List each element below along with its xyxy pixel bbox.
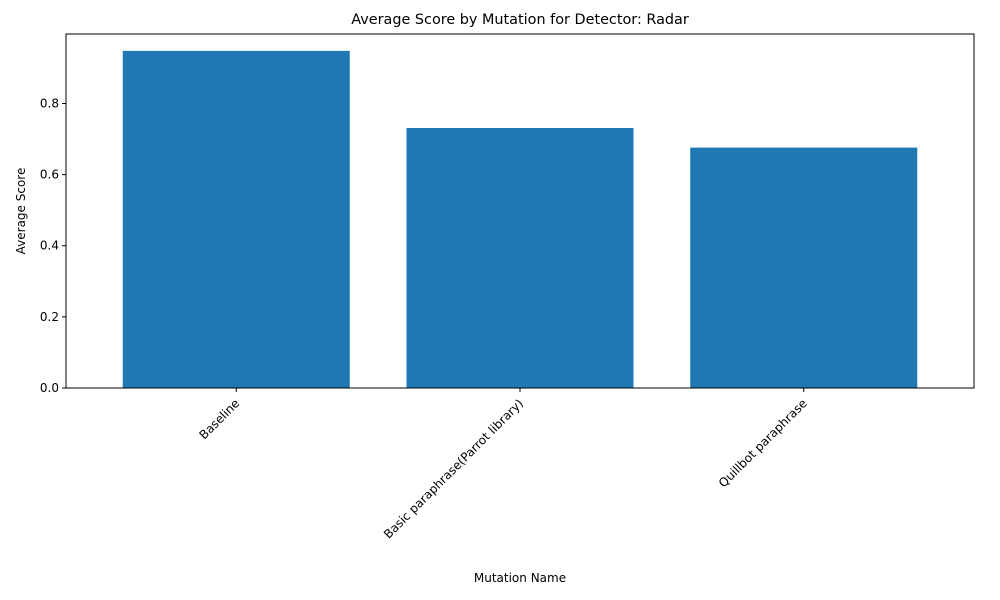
bar-quillbot-paraphrase: [690, 147, 918, 388]
x-tick-label: Basic paraphrase(Parrot library): [381, 396, 526, 541]
y-tick-label: 0.2: [40, 310, 59, 324]
bar-baseline: [122, 50, 350, 388]
bars-layer: [122, 50, 918, 388]
x-tick-label: Quillbot paraphrase: [716, 396, 810, 490]
chart-title: Average Score by Mutation for Detector: …: [351, 12, 689, 28]
x-tick-label: Baseline: [196, 396, 242, 442]
x-axis-label: Mutation Name: [474, 571, 566, 585]
y-tick-label: 0.6: [40, 168, 59, 182]
plot-area-frame: [65, 33, 975, 389]
y-tick-label: 0.4: [40, 239, 59, 253]
y-tick-label: 0.0: [40, 381, 59, 395]
y-tick-label: 0.8: [40, 96, 59, 110]
bar-basic-paraphrase-parrot-library: [406, 128, 634, 388]
y-axis-label: Average Score: [14, 168, 28, 255]
